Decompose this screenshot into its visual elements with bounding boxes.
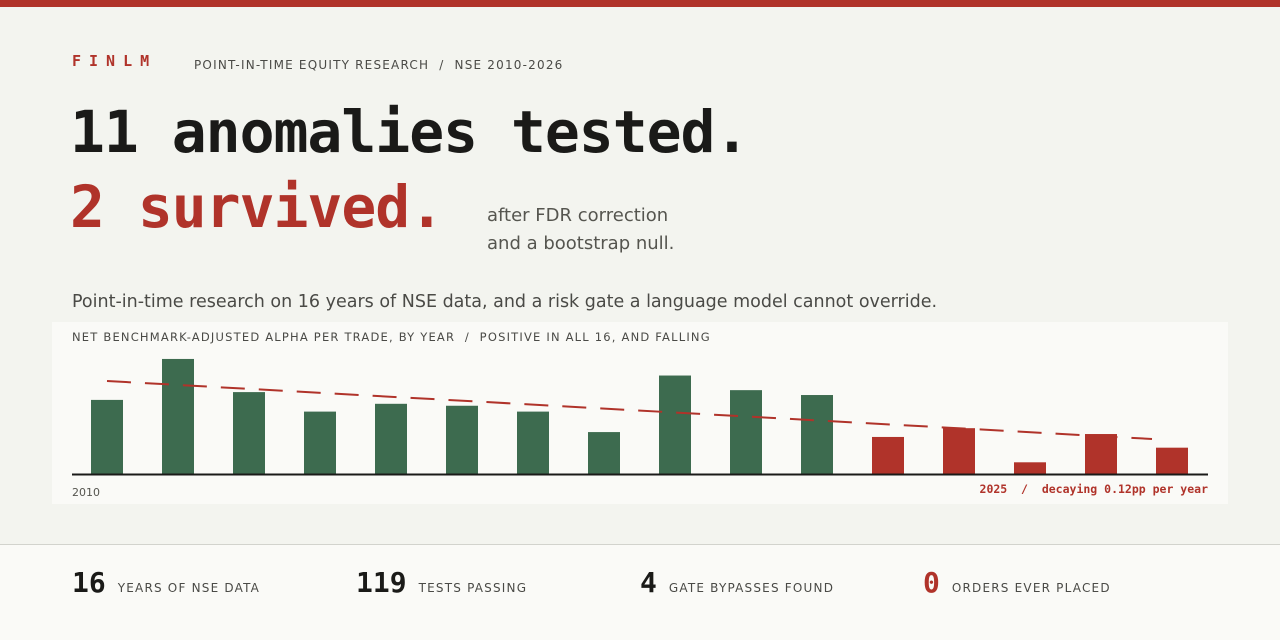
top-accent-bar — [0, 0, 1280, 7]
bar-2012 — [233, 392, 265, 474]
bar-2011 — [162, 358, 194, 474]
bar-2019 — [730, 390, 762, 474]
bar-2014 — [375, 403, 407, 474]
bar-series — [91, 358, 1188, 474]
headline-tested: 11 anomalies tested. — [70, 98, 749, 166]
stat-bypasses-value: 4 — [640, 566, 657, 599]
bar-2022 — [943, 428, 975, 474]
headline-aside: after FDR correction and a bootstrap nul… — [487, 202, 674, 258]
stat-bypasses-label: GATE BYPASSES FOUND — [668, 581, 835, 595]
stat-orders: 0 ORDERS EVER PLACED — [923, 566, 1111, 599]
stat-tests-value: 119 — [356, 566, 407, 599]
bar-2015 — [446, 405, 478, 474]
header-subtitle: POINT-IN-TIME EQUITY RESEARCH / NSE 2010… — [194, 58, 564, 72]
lede-text: Point-in-time research on 16 years of NS… — [72, 292, 938, 312]
bar-2013 — [304, 411, 336, 474]
stats-footer — [0, 545, 1280, 640]
bar-2023 — [1014, 462, 1046, 474]
bar-2017 — [588, 432, 620, 474]
bar-2010 — [91, 399, 123, 474]
x-end-label: 2025 / decaying 0.12pp per year — [980, 482, 1209, 496]
footer-divider — [0, 544, 1280, 545]
stat-years: 16 YEARS OF NSE DATA — [72, 566, 260, 599]
headline-survived: 2 survived. — [70, 173, 444, 241]
bar-2018 — [659, 375, 691, 474]
bar-2021 — [872, 436, 904, 474]
bar-2024 — [1085, 434, 1117, 474]
stat-bypasses: 4 GATE BYPASSES FOUND — [640, 566, 834, 599]
aside-line-1: after FDR correction — [487, 205, 669, 226]
aside-line-2: and a bootstrap null. — [487, 233, 675, 254]
stat-tests-label: TESTS PASSING — [418, 581, 528, 595]
bar-2020 — [801, 395, 833, 474]
stat-years-label: YEARS OF NSE DATA — [117, 581, 261, 595]
x-start-label: 2010 — [72, 486, 100, 499]
chart-title: NET BENCHMARK-ADJUSTED ALPHA PER TRADE, … — [72, 330, 711, 344]
stat-tests: 119 TESTS PASSING — [356, 566, 527, 599]
trend-line — [106, 380, 1153, 440]
brand-logo: FINLM — [72, 52, 158, 70]
bar-2025 — [1156, 447, 1188, 474]
bar-2016 — [517, 411, 549, 474]
stat-orders-label: ORDERS EVER PLACED — [951, 581, 1111, 595]
stat-years-value: 16 — [72, 566, 106, 599]
stat-orders-value: 0 — [923, 566, 940, 599]
